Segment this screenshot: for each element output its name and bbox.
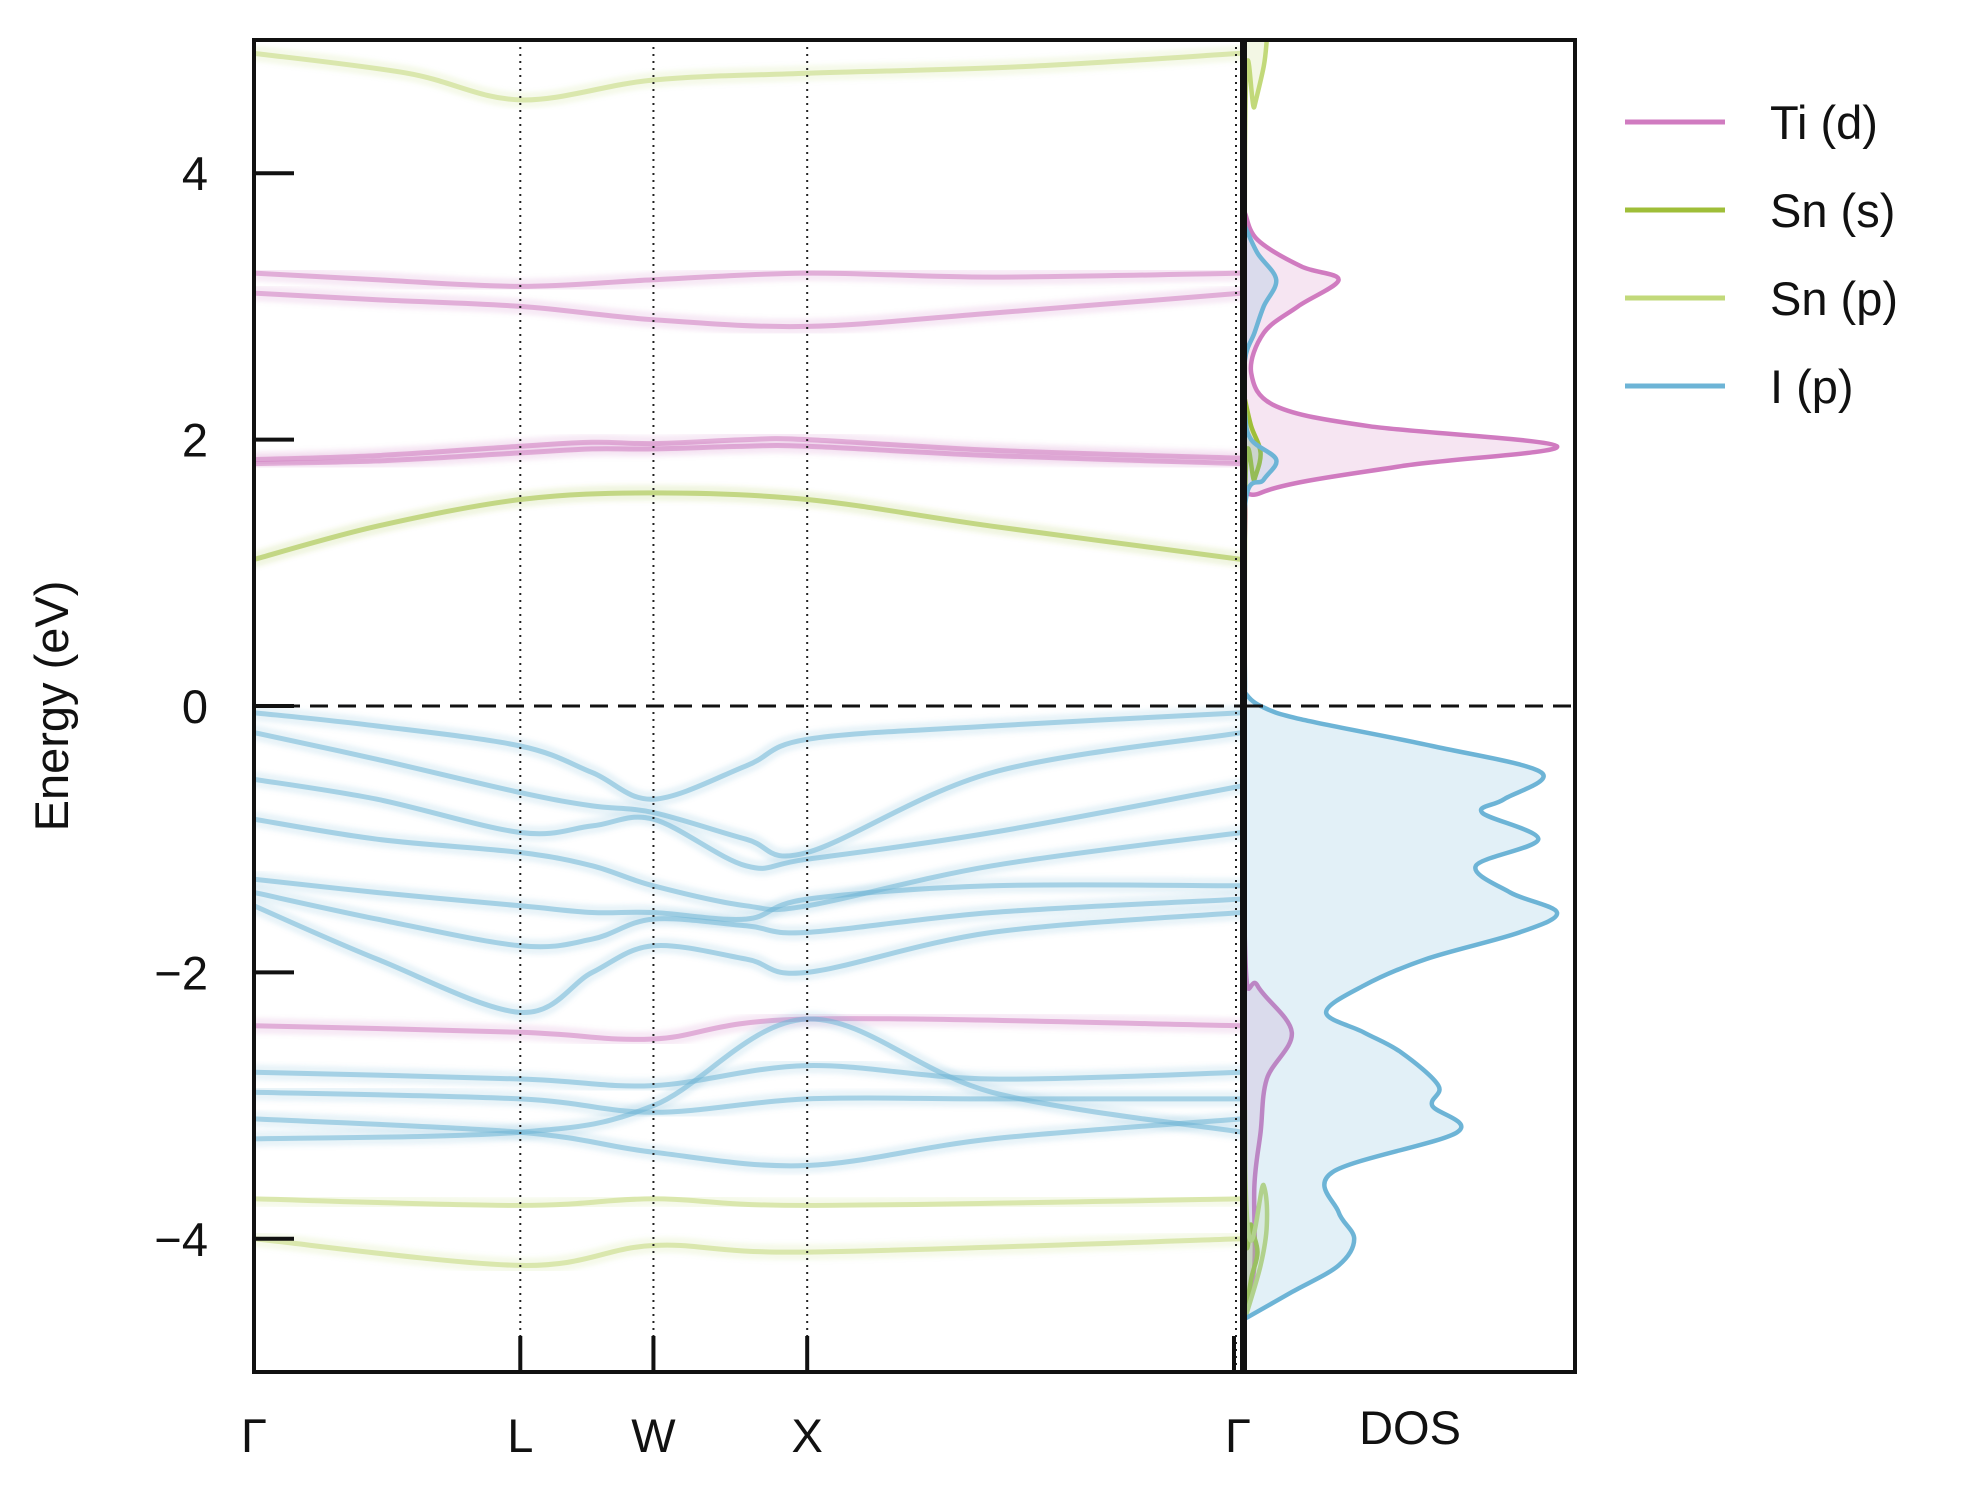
band-i-p-1 <box>254 730 1242 859</box>
dos-line-ti-d <box>1245 212 1560 1320</box>
band-sn-p-0 <box>254 50 1242 103</box>
band-i-p-3 <box>254 816 1242 913</box>
band-i-p-5 <box>254 890 1242 950</box>
band-sn-s-0 <box>254 490 1242 562</box>
y-tick-label-0: −4 <box>154 1213 208 1266</box>
legend: Ti (d) Sn (s) Sn (p) I (p) <box>1625 96 1898 413</box>
band-ti-d-4 <box>254 1016 1242 1042</box>
band-sn-p-1 <box>254 1196 1242 1209</box>
legend-label-sn-p: Sn (p) <box>1770 272 1898 325</box>
x-tick-label-1: L <box>507 1409 533 1462</box>
y-tick-label-1: −2 <box>154 946 208 999</box>
y-tick-label-2: 0 <box>182 680 208 733</box>
band-structure-panel: Γ L W X Γ −4 −2 0 2 4 Energy (eV) <box>25 38 1251 1462</box>
band-ti-d-1 <box>254 436 1242 463</box>
x-tick-label-2: W <box>631 1409 676 1462</box>
x-tick-label-4: Γ <box>1225 1409 1251 1462</box>
band-sn-p-2 <box>254 1236 1242 1268</box>
band-i-p-0 <box>254 710 1242 802</box>
dos-fill-i-p <box>1245 226 1558 1319</box>
legend-label-sn-s: Sn (s) <box>1770 184 1895 237</box>
y-axis-title: Energy (eV) <box>25 581 78 832</box>
dos-plot-frame <box>1243 38 1577 1374</box>
y-tick-label-4: 4 <box>182 147 208 200</box>
band-ti-d-2 <box>254 270 1242 289</box>
band-plot-frame <box>252 38 1244 1374</box>
dos-axis-label: DOS <box>1359 1401 1461 1454</box>
band-halo-ti-d-3 <box>254 285 1242 335</box>
legend-label-i-p: I (p) <box>1770 360 1854 413</box>
y-tick-label-3: 2 <box>182 414 208 467</box>
dos-line-sn-p <box>1245 40 1270 1320</box>
dos-fill-ti-d <box>1245 213 1558 1319</box>
band-i-p-6 <box>254 903 1242 1015</box>
dos-curves <box>1245 40 1560 1321</box>
dos-panel: DOS <box>1243 38 1577 1454</box>
band-lines <box>254 45 1242 1274</box>
legend-label-ti-d: Ti (d) <box>1770 96 1878 149</box>
band-halo-sn-s-0 <box>254 484 1242 568</box>
band-i-p-10 <box>254 1016 1242 1142</box>
band-y-ticks: −4 −2 0 2 4 <box>154 147 294 1266</box>
x-tick-label-3: X <box>792 1409 823 1462</box>
band-i-p-7 <box>254 1063 1242 1089</box>
dos-line-sn-s <box>1245 399 1263 1320</box>
band-ti-d-3 <box>254 290 1242 330</box>
x-tick-label-0: Γ <box>241 1409 267 1462</box>
band-i-p-2 <box>254 776 1242 871</box>
